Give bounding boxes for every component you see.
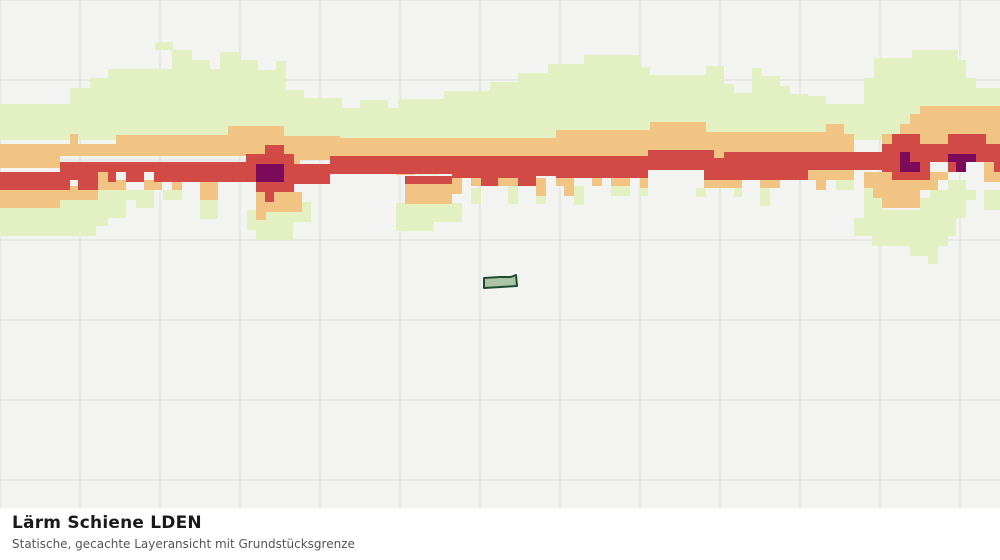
- map-caption: Lärm Schiene LDEN Statische, gecachte La…: [0, 508, 1000, 560]
- noise-area-low: [471, 188, 481, 204]
- noise-area-low: [508, 186, 518, 204]
- noise-area-medium: [471, 176, 481, 186]
- noise-area-low: [734, 188, 742, 197]
- noise-area-medium: [536, 178, 546, 196]
- noise-area-low: [396, 203, 462, 231]
- noise-area-medium: [760, 178, 780, 188]
- layer-title: Lärm Schiene LDEN: [12, 513, 202, 533]
- noise-area-low: [611, 186, 630, 196]
- noise-area-medium: [864, 162, 966, 208]
- noise-band-very-high: [256, 152, 976, 182]
- map-view[interactable]: [0, 0, 1000, 508]
- noise-area-medium: [592, 178, 602, 186]
- noise-area-low: [155, 42, 173, 50]
- noise-area-high: [405, 176, 452, 184]
- noise-area-low: [126, 190, 154, 208]
- noise-area-medium: [498, 178, 518, 186]
- noise-area-medium: [611, 178, 630, 186]
- noise-area-medium: [0, 172, 218, 208]
- noise-area-medium: [704, 178, 742, 188]
- noise-area-medium: [405, 176, 462, 204]
- layer-subtitle: Statische, gecachte Layeransicht mit Gru…: [12, 537, 355, 551]
- noise-area-low: [0, 50, 1000, 140]
- noise-area-high: [0, 134, 1000, 202]
- noise-area-medium: [640, 178, 648, 188]
- parcel-boundary[interactable]: [483, 274, 518, 289]
- noise-area-medium: [808, 170, 854, 190]
- noise-area-medium: [556, 178, 574, 196]
- noise-area-low: [640, 186, 648, 196]
- noise-area-very-high: [900, 152, 920, 172]
- noise-area-low: [536, 196, 546, 204]
- noise-band-high: [0, 134, 1000, 202]
- parcel-polygon[interactable]: [483, 274, 518, 289]
- noise-area-low: [760, 188, 770, 206]
- noise-area-low: [854, 180, 976, 264]
- noise-area-low: [163, 190, 182, 200]
- noise-area-low: [247, 202, 311, 240]
- noise-area-low: [836, 180, 854, 190]
- noise-area-very-high: [948, 154, 976, 172]
- map-canvas: [0, 0, 1000, 508]
- noise-area-very-high: [256, 164, 284, 182]
- noise-area-low: [574, 186, 584, 205]
- noise-area-low: [200, 200, 218, 219]
- noise-area-low: [984, 190, 1000, 210]
- noise-area-low: [696, 188, 706, 197]
